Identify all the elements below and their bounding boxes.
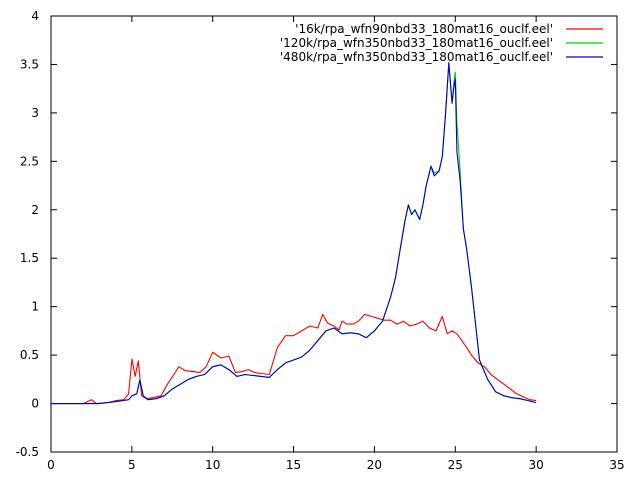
y-tick-label: 3.5 — [20, 57, 39, 71]
x-tick-label: 10 — [205, 458, 220, 472]
y-tick-label: 4 — [31, 9, 39, 23]
legend: '16k/rpa_wfn90nbd33_180mat16_ouclf.eel''… — [280, 22, 603, 64]
plot-border — [50, 15, 618, 453]
legend-label-3: '480k/rpa_wfn350nbd33_180mat16_ouclf.eel… — [280, 50, 553, 64]
y-tick-label: 0.5 — [20, 348, 39, 362]
legend-label-1: '16k/rpa_wfn90nbd33_180mat16_ouclf.eel' — [295, 22, 553, 36]
series-group — [51, 61, 537, 405]
x-tick-label: 30 — [529, 458, 544, 472]
y-tick-label: -0.5 — [16, 445, 39, 459]
series-line-3 — [51, 61, 537, 405]
series-line-1 — [51, 313, 537, 405]
x-tick-label: 25 — [448, 458, 463, 472]
x-tick-label: 20 — [367, 458, 382, 472]
y-tick-label: 2.5 — [20, 154, 39, 168]
series-line-2 — [51, 63, 537, 405]
axes: 0 5 10 15 20 25 30 35 -0.5 0 0.5 1 1.5 2 2.5 3 3.5 4 — [16, 9, 625, 472]
y-tick-label: 0 — [31, 397, 39, 411]
y-tick-label: 2 — [31, 203, 39, 217]
x-tick-label: 15 — [286, 458, 301, 472]
x-tick-label: 35 — [609, 458, 624, 472]
legend-label-2: '120k/rpa_wfn350nbd33_180mat16_ouclf.eel… — [280, 36, 553, 50]
y-tick-label: 3 — [31, 106, 39, 120]
x-tick-label: 0 — [47, 458, 55, 472]
y-tick-label: 1 — [31, 300, 39, 314]
x-tick-label: 5 — [128, 458, 136, 472]
y-tick-label: 1.5 — [20, 251, 39, 265]
